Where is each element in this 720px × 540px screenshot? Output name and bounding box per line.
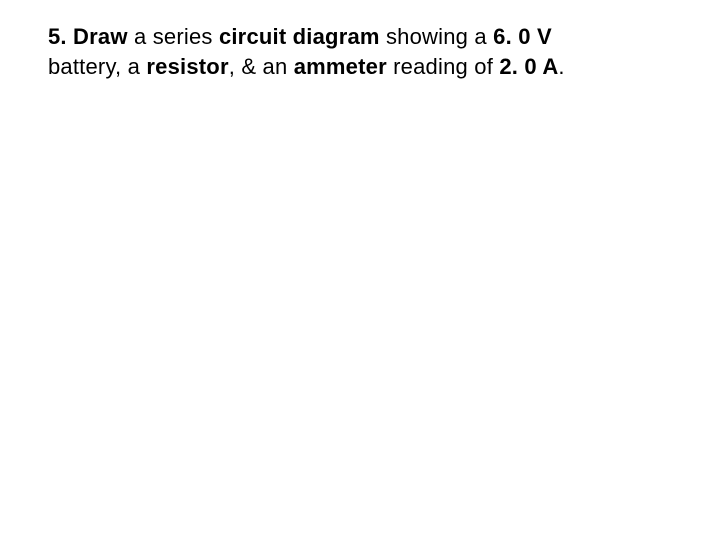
q-txt-a-series: a series xyxy=(128,24,219,49)
q-txt-reading-of: reading of xyxy=(387,54,499,79)
q-current: 2. 0 A xyxy=(499,54,558,79)
q-period: . xyxy=(558,54,564,79)
question-text: 5. Draw a series circuit diagram showing… xyxy=(48,22,680,81)
q-circuit-diagram: circuit diagram xyxy=(219,24,380,49)
q-resistor: resistor xyxy=(146,54,228,79)
q-ammeter: ammeter xyxy=(294,54,387,79)
q-voltage: 6. 0 V xyxy=(493,24,552,49)
q-txt-battery-a: battery, a xyxy=(48,54,146,79)
q-txt-and-an: , & an xyxy=(229,54,294,79)
q-txt-showing-a: showing a xyxy=(380,24,494,49)
slide-page: 5. Draw a series circuit diagram showing… xyxy=(0,0,720,540)
q-number-draw: 5. Draw xyxy=(48,24,128,49)
